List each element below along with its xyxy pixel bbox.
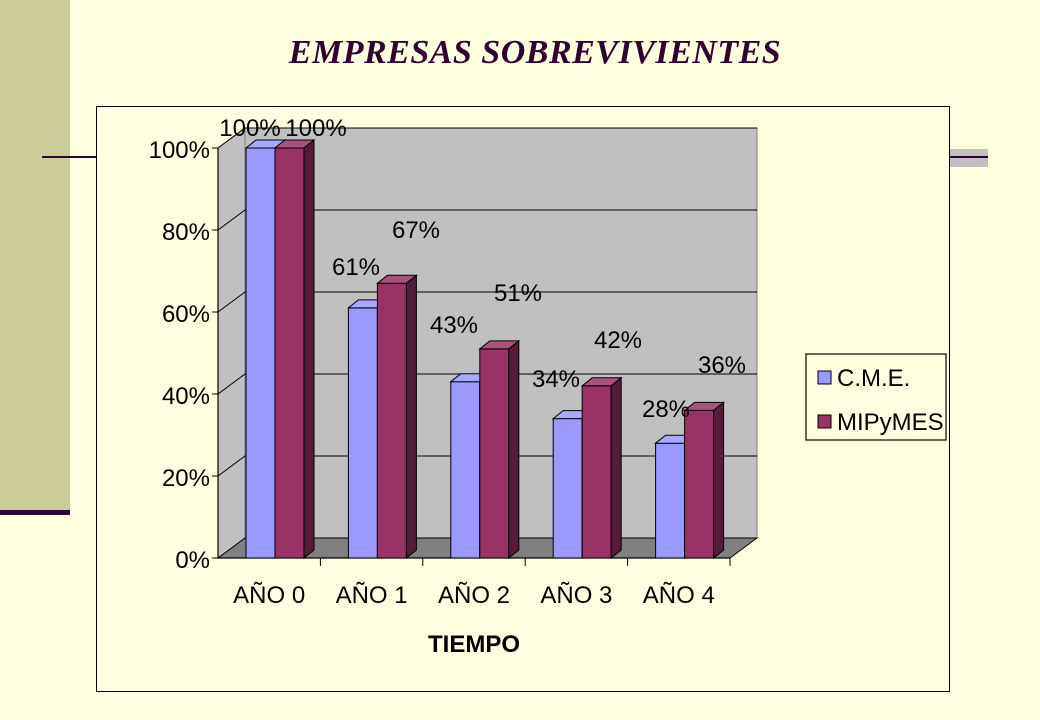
x-tick-label: AÑO 1 <box>336 582 408 609</box>
page-title: EMPRESAS SOBREVIVIENTES <box>288 34 782 71</box>
decorative-left-line <box>0 510 70 515</box>
bar-cme <box>552 418 583 559</box>
bar-cme <box>655 442 686 559</box>
legend-label: C.M.E. <box>837 365 910 392</box>
data-label: 43% <box>430 312 478 339</box>
y-tick-label: 60% <box>162 301 210 328</box>
y-tick-label: 0% <box>175 547 210 574</box>
x-tick-label: AÑO 4 <box>643 582 715 609</box>
legend-label: MIPyMES <box>837 409 944 436</box>
x-tick-label: AÑO 0 <box>233 582 305 609</box>
bar-mipymes <box>479 348 510 559</box>
data-label: 28% <box>642 396 690 423</box>
gridline <box>217 209 757 231</box>
bar-mipymes <box>684 409 715 559</box>
decorative-left-band <box>0 0 70 512</box>
bar-side-face <box>508 339 520 560</box>
data-label: 67% <box>392 217 440 244</box>
x-axis-label: TIEMPO <box>428 631 520 658</box>
bar-side-face <box>303 138 315 560</box>
bar-cme <box>450 381 481 559</box>
bar-cme <box>347 307 378 559</box>
x-tick-label: AÑO 2 <box>438 582 510 609</box>
y-tick-label: 20% <box>162 465 210 492</box>
bar-side-face <box>713 401 725 560</box>
gridline <box>217 373 757 395</box>
data-label: 100% <box>219 115 280 142</box>
y-tick-label: 100% <box>149 137 210 164</box>
y-tick-label: 80% <box>162 219 210 246</box>
y-tick-label: 40% <box>162 383 210 410</box>
decorative-rule-left <box>42 156 98 158</box>
legend-swatch <box>817 414 832 429</box>
data-label: 42% <box>594 327 642 354</box>
bar-cme <box>245 147 276 559</box>
data-label: 51% <box>494 280 542 307</box>
bar-mipymes <box>274 147 305 559</box>
bar-mipymes <box>581 385 612 559</box>
data-label: 36% <box>698 352 746 379</box>
data-label: 34% <box>532 366 580 393</box>
data-label: 100% <box>285 115 346 142</box>
x-tick-label: AÑO 3 <box>540 582 612 609</box>
legend-swatch <box>817 370 832 385</box>
bar-side-face <box>405 274 417 560</box>
data-label: 61% <box>332 254 380 281</box>
gridline <box>217 127 757 149</box>
bar-side-face <box>610 376 622 560</box>
plot-side-wall <box>217 127 246 559</box>
bar-mipymes <box>376 282 407 559</box>
gridline <box>217 291 757 313</box>
